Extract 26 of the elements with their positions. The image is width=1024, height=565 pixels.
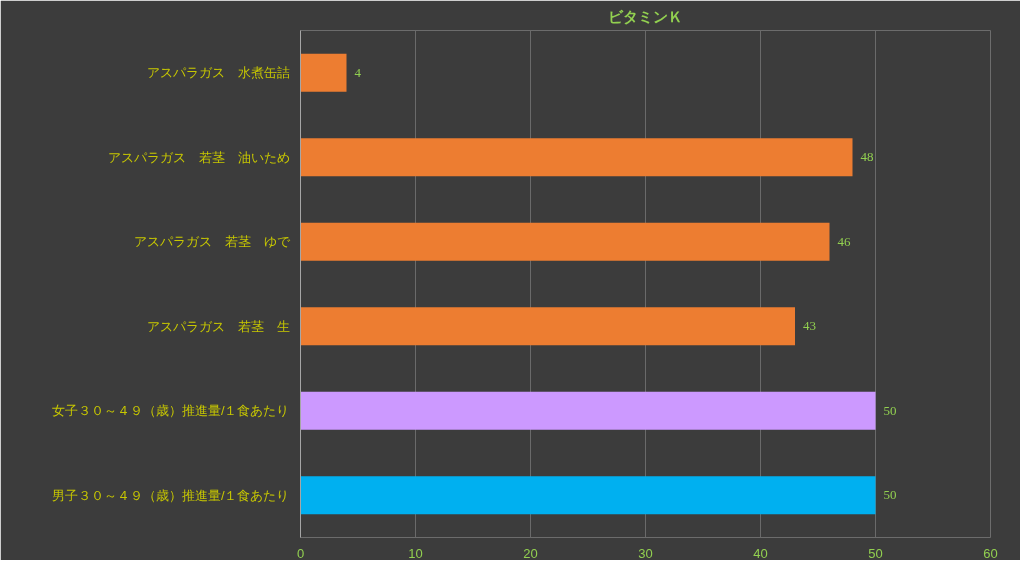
x-tick-label: 0: [296, 545, 305, 561]
data-label: 46: [837, 233, 851, 249]
x-tick-label: 30: [638, 545, 653, 561]
data-label: 43: [803, 318, 816, 334]
x-tick-label: 20: [523, 545, 538, 561]
chart-title: ビタミンＫ: [608, 7, 683, 26]
y-tick-label: アスパラガス 若茎 生: [146, 318, 290, 334]
bar: [300, 138, 853, 177]
x-tick-label: 50: [868, 545, 883, 561]
data-label: 48: [860, 149, 874, 165]
y-tick-label: 女子３０～４９（歳）推進量/１食あたり: [51, 403, 290, 419]
x-tick-label: 40: [753, 545, 768, 561]
x-tick-label: 10: [408, 545, 423, 561]
bar: [300, 53, 347, 92]
bar: [300, 476, 876, 515]
y-tick-label: 男子３０～４９（歳）推進量/１食あたり: [51, 487, 290, 503]
bar: [300, 307, 795, 346]
data-label: 50: [883, 402, 897, 418]
x-tick-label: 60: [983, 545, 998, 561]
y-tick-label: アスパラガス 水煮缶詰: [146, 65, 290, 81]
data-label: 4: [354, 64, 362, 80]
y-tick-label: アスパラガス 若茎 ゆで: [133, 234, 291, 250]
data-label: 50: [883, 487, 897, 503]
bar: [300, 222, 830, 261]
bar: [300, 391, 876, 430]
y-tick-label: アスパラガス 若茎 油いため: [107, 149, 290, 165]
